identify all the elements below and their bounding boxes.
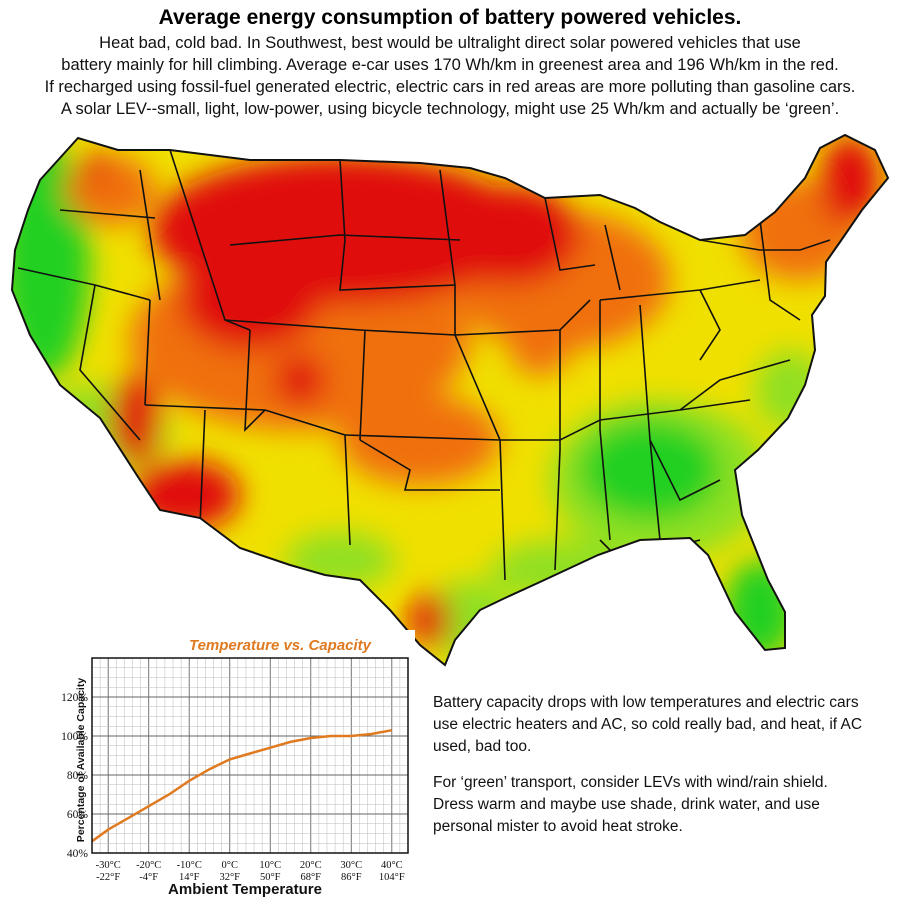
y-tick-label: 60%	[67, 809, 89, 821]
heat-zone-high	[410, 592, 450, 648]
x-axis-label: Ambient Temperature	[168, 881, 322, 898]
intro-line: A solar LEV--small, light, low-power, us…	[60, 100, 840, 118]
note-paragraph: Battery capacity drops with low temperat…	[433, 694, 863, 755]
y-tick-label: 100%	[61, 731, 88, 743]
y-tick-label: 80%	[67, 770, 89, 782]
x-tick-label-fahrenheit: 14°F	[179, 872, 200, 883]
x-tick-label-celsius: 10°C	[259, 860, 281, 871]
state-borders	[17, 149, 831, 581]
x-tick-label-celsius: 20°C	[300, 860, 322, 871]
intro-line: Heat bad, cold bad. In Southwest, best w…	[99, 34, 801, 52]
notes: Battery capacity drops with low temperat…	[433, 692, 863, 852]
heat-zone-high	[81, 153, 109, 177]
heat-zone-upper	[510, 325, 570, 375]
x-tick-labels: -30°C-22°F -20°C-4°F -10°C14°F 0°C32°F 10°C5…	[96, 860, 405, 883]
x-tick-label-celsius: -10°C	[177, 860, 202, 871]
intro-line: If recharged using fossil-fuel generated…	[44, 78, 856, 96]
x-tick-label-fahrenheit: 50°F	[260, 872, 281, 883]
heat-zone-high	[130, 460, 240, 530]
heat-zone-low	[580, 420, 720, 520]
y-tick-label: 40%	[67, 848, 89, 860]
y-tick-label: 120%	[61, 692, 88, 704]
us-energy-map	[10, 133, 890, 667]
us-outline	[10, 133, 890, 667]
chart-title: Temperature vs. Capacity	[189, 637, 372, 654]
heat-zone-high	[440, 185, 580, 285]
page-title: Average energy consumption of battery po…	[158, 6, 742, 29]
heat-zone-high	[275, 355, 325, 405]
heat-zone-high	[110, 375, 160, 465]
x-tick-label-fahrenheit: 86°F	[341, 872, 362, 883]
capacity-line	[91, 728, 393, 843]
y-tick-labels: 40% 60% 80% 100% 120%	[61, 692, 88, 860]
note-paragraph: For ‘green’ transport, consider LEVs wit…	[433, 774, 828, 835]
chart-grid	[91, 657, 409, 854]
heat-zone-upper	[340, 395, 500, 485]
x-tick-label-fahrenheit: -22°F	[96, 872, 120, 883]
temperature-capacity-chart: Temperature vs. Capacity Percentage of A…	[30, 630, 415, 898]
chart-svg: Temperature vs. Capacity Percentage of A…	[61, 637, 409, 898]
intro-line: battery mainly for hill climbing. Averag…	[61, 56, 839, 74]
x-tick-label-celsius: 30°C	[340, 860, 362, 871]
x-tick-label-fahrenheit: 32°F	[219, 872, 240, 883]
heat-zone-low	[755, 350, 825, 430]
x-tick-label-celsius: 40°C	[381, 860, 403, 871]
x-tick-label-celsius: -30°C	[96, 860, 121, 871]
x-tick-label-celsius: -20°C	[136, 860, 161, 871]
x-tick-label-fahrenheit: 104°F	[379, 872, 405, 883]
heat-zone-high	[820, 135, 880, 225]
heat-zone-low	[285, 532, 395, 588]
x-tick-label-fahrenheit: 68°F	[300, 872, 321, 883]
y-axis-label: Percentage of Available Capacity	[75, 678, 87, 843]
x-tick-label-celsius: 0°C	[222, 860, 238, 871]
intro-text: Heat bad, cold bad. In Southwest, best w…	[0, 32, 900, 120]
plot-frame	[91, 657, 409, 854]
x-tick-label-fahrenheit: -4°F	[139, 872, 158, 883]
